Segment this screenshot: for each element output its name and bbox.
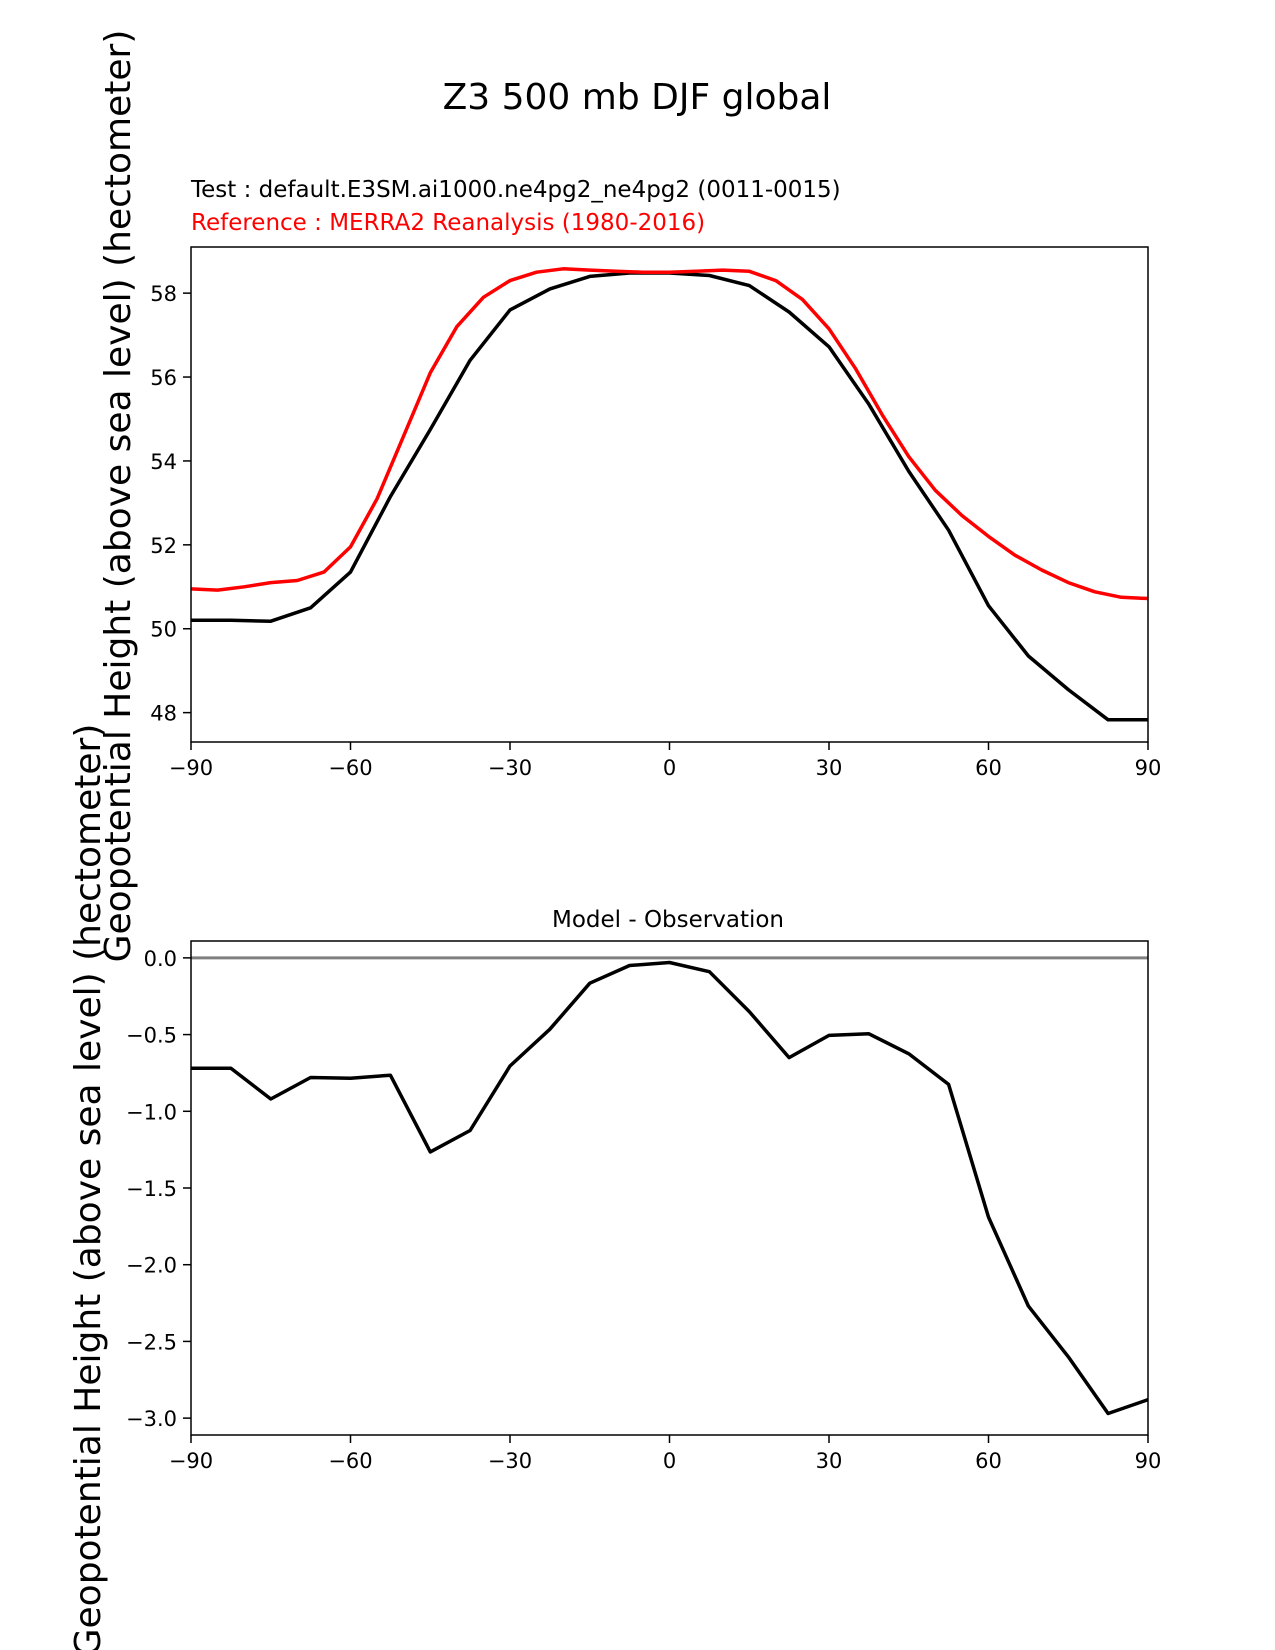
- test-label: Test : default.E3SM.ai1000.ne4pg2_ne4pg2…: [190, 177, 841, 203]
- comparison-panel: Test : default.E3SM.ai1000.ne4pg2_ne4pg2…: [98, 30, 1161, 963]
- y-tick-label: −2.0: [126, 1254, 177, 1278]
- y-tick-label: −1.5: [126, 1177, 177, 1201]
- x-tick-label: 90: [1135, 756, 1162, 780]
- series-line-reference: [191, 267, 1148, 601]
- x-tick-label: −60: [328, 1449, 372, 1473]
- y-tick-label: −2.5: [126, 1330, 177, 1354]
- x-tick-label: 0: [663, 1449, 676, 1473]
- y-axis-label: Geopotential Height (above sea level) (h…: [68, 724, 109, 1650]
- x-tick-label: −60: [328, 756, 372, 780]
- x-tick-label: −30: [488, 1449, 532, 1473]
- x-tick-label: −90: [169, 1449, 213, 1473]
- y-tick-label: 0.0: [144, 947, 177, 971]
- y-tick-label: −3.0: [126, 1407, 177, 1431]
- x-tick-label: −30: [488, 756, 532, 780]
- y-tick-label: −1.0: [126, 1100, 177, 1124]
- y-tick-label: 48: [150, 702, 177, 726]
- figure-title: Z3 500 mb DJF global: [443, 77, 832, 118]
- y-tick-label: 54: [150, 450, 177, 474]
- x-tick-label: 90: [1135, 1449, 1162, 1473]
- y-axis-label: Geopotential Height (above sea level) (h…: [98, 30, 139, 963]
- x-tick-label: 60: [975, 756, 1002, 780]
- y-tick-label: 50: [150, 618, 177, 642]
- y-tick-label: 52: [150, 534, 177, 558]
- y-tick-label: 56: [150, 366, 177, 390]
- x-tick-label: 0: [663, 756, 676, 780]
- y-tick-label: −0.5: [126, 1024, 177, 1048]
- difference-title: Model - Observation: [552, 907, 784, 933]
- x-tick-label: 60: [975, 1449, 1002, 1473]
- x-tick-label: −90: [169, 756, 213, 780]
- reference-label: Reference : MERRA2 Reanalysis (1980-2016…: [191, 210, 705, 236]
- difference-panel: Model - Observation −90 −60 −30 0 30 60 900.0−…: [68, 724, 1161, 1650]
- axes-frame: [190, 246, 1149, 743]
- comparison-plot-area: −90 −60 −30 0 30 60 90 48 50 52 54 56 58: [150, 246, 1162, 780]
- x-tick-label: 30: [816, 756, 843, 780]
- series-line-test: [191, 271, 1148, 722]
- series-line-model-observation: [191, 960, 1148, 1416]
- x-tick-label: 30: [816, 1449, 843, 1473]
- difference-plot-area: −90 −60 −30 0 30 60 90 0.0 −0.5 −1.0 −1.5 −2.0 −2.5 −…: [126, 940, 1162, 1473]
- y-tick-label: 58: [150, 282, 177, 306]
- axes-frame: [190, 940, 1149, 1436]
